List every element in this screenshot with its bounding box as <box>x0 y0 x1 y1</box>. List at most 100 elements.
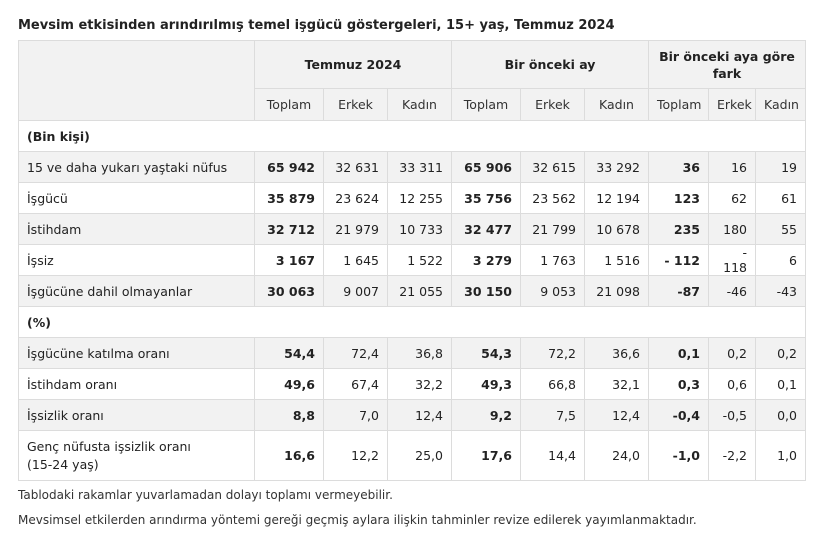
table-cell: 21 799 <box>520 213 585 245</box>
group-header-row: Temmuz 2024 Bir önceki ay Bir önceki aya… <box>18 40 806 121</box>
row-label: İstihdam <box>18 213 255 245</box>
section-label: (%) <box>18 306 806 338</box>
sub-header: Erkek <box>708 88 756 121</box>
table-cell: 32 631 <box>323 151 388 183</box>
table-cell: 19 <box>755 151 806 183</box>
row-label: İşgücü <box>18 182 255 214</box>
table-cell: 24,0 <box>584 430 649 481</box>
sub-header: Toplam <box>648 88 709 121</box>
row-label: İstihdam oranı <box>18 368 255 400</box>
table-cell: 21 055 <box>387 275 452 307</box>
table-cell: 9,2 <box>451 399 521 431</box>
table-cell: 0,3 <box>648 368 709 400</box>
corner-cell <box>18 40 255 121</box>
table-cell: 30 150 <box>451 275 521 307</box>
table-cell: 55 <box>755 213 806 245</box>
table-cell: -0,5 <box>708 399 756 431</box>
table-cell: 16,6 <box>254 430 324 481</box>
group-header-difference: Bir önceki aya göre fark <box>648 40 806 89</box>
table-cell: -1,0 <box>648 430 709 481</box>
table-cell: 25,0 <box>387 430 452 481</box>
sub-header: Erkek <box>520 88 585 121</box>
table-cell: 35 879 <box>254 182 324 214</box>
table-cell: 61 <box>755 182 806 214</box>
sub-header: Kadın <box>584 88 649 121</box>
table-cell: 36 <box>648 151 709 183</box>
table-cell: 14,4 <box>520 430 585 481</box>
table-cell: -43 <box>755 275 806 307</box>
footnote-rounding: Tablodaki rakamlar yuvarlamadan dolayı t… <box>18 488 393 502</box>
table-cell: 49,3 <box>451 368 521 400</box>
table-cell: 32,1 <box>584 368 649 400</box>
table-cell: 65 942 <box>254 151 324 183</box>
table-cell: 67,4 <box>323 368 388 400</box>
table-cell: 180 <box>708 213 756 245</box>
table-cell: 62 <box>708 182 756 214</box>
table-cell: 32,2 <box>387 368 452 400</box>
table-cell: 72,4 <box>323 337 388 369</box>
table-row: İşgücü 35 879 23 624 12 255 35 756 23 562 12 1… <box>18 182 806 214</box>
table-cell: 0,6 <box>708 368 756 400</box>
table-cell: 36,6 <box>584 337 649 369</box>
table-cell: 36,8 <box>387 337 452 369</box>
section-row: (%) <box>18 306 806 338</box>
sub-header: Kadın <box>755 88 806 121</box>
table-cell: 10 678 <box>584 213 649 245</box>
table-cell: 54,4 <box>254 337 324 369</box>
row-label: İşgücüne katılma oranı <box>18 337 255 369</box>
table-cell: 6 <box>755 244 806 276</box>
table-cell: 7,0 <box>323 399 388 431</box>
table-cell: 3 279 <box>451 244 521 276</box>
table-title: Mevsim etkisinden arındırılmış temel işg… <box>18 18 615 33</box>
sub-header: Toplam <box>254 88 324 121</box>
table-cell: 1 763 <box>520 244 585 276</box>
table-cell: 235 <box>648 213 709 245</box>
table-cell: 16 <box>708 151 756 183</box>
sub-header: Toplam <box>451 88 521 121</box>
table-cell: 3 167 <box>254 244 324 276</box>
table-cell: 8,8 <box>254 399 324 431</box>
table-cell: 0,0 <box>755 399 806 431</box>
table-cell: 65 906 <box>451 151 521 183</box>
sub-header-row: Toplam Erkek Kadın Toplam Erkek Kadın To… <box>19 88 806 121</box>
row-label: İşgücüne dahil olmayanlar <box>18 275 255 307</box>
table-cell: 12,4 <box>387 399 452 431</box>
table-cell: 0,2 <box>755 337 806 369</box>
sub-header: Kadın <box>387 88 452 121</box>
sub-header: Erkek <box>323 88 388 121</box>
group-header-previous: Bir önceki ay <box>451 40 649 89</box>
table-cell: 0,1 <box>755 368 806 400</box>
table-cell: -2,2 <box>708 430 756 481</box>
row-label-line: Genç nüfusta işsizlik oranı <box>27 438 191 454</box>
table-row: İstihdam oranı 49,6 67,4 32,2 49,3 66,8 32,1 0,… <box>18 368 806 400</box>
table-cell: 66,8 <box>520 368 585 400</box>
row-label: Genç nüfusta işsizlik oranı (15-24 yaş) <box>18 430 255 481</box>
section-row: (Bin kişi) <box>18 120 806 152</box>
table-cell: 33 311 <box>387 151 452 183</box>
table-cell: 32 477 <box>451 213 521 245</box>
row-label-line: (15-24 yaş) <box>27 456 99 472</box>
table-cell: - 118 <box>708 244 756 276</box>
table-cell: 35 756 <box>451 182 521 214</box>
labour-indicators-table: Temmuz 2024 Bir önceki ay Bir önceki aya… <box>18 40 806 481</box>
table-cell: 1 516 <box>584 244 649 276</box>
table-cell: 0,2 <box>708 337 756 369</box>
table-cell: 12,2 <box>323 430 388 481</box>
table-cell: 12 194 <box>584 182 649 214</box>
table-cell: 9 053 <box>520 275 585 307</box>
table-cell: 32 615 <box>520 151 585 183</box>
table-cell: 1 522 <box>387 244 452 276</box>
table-cell: 21 098 <box>584 275 649 307</box>
table-cell: 12,4 <box>584 399 649 431</box>
table-cell: 30 063 <box>254 275 324 307</box>
table-cell: 17,6 <box>451 430 521 481</box>
table-cell: 9 007 <box>323 275 388 307</box>
table-cell: -87 <box>648 275 709 307</box>
footnote-revision: Mevsimsel etkilerden arındırma yöntemi g… <box>18 513 697 527</box>
table-cell: 1 645 <box>323 244 388 276</box>
table-cell: 0,1 <box>648 337 709 369</box>
table-cell: 123 <box>648 182 709 214</box>
table-cell: 32 712 <box>254 213 324 245</box>
group-header-current: Temmuz 2024 <box>254 40 452 89</box>
